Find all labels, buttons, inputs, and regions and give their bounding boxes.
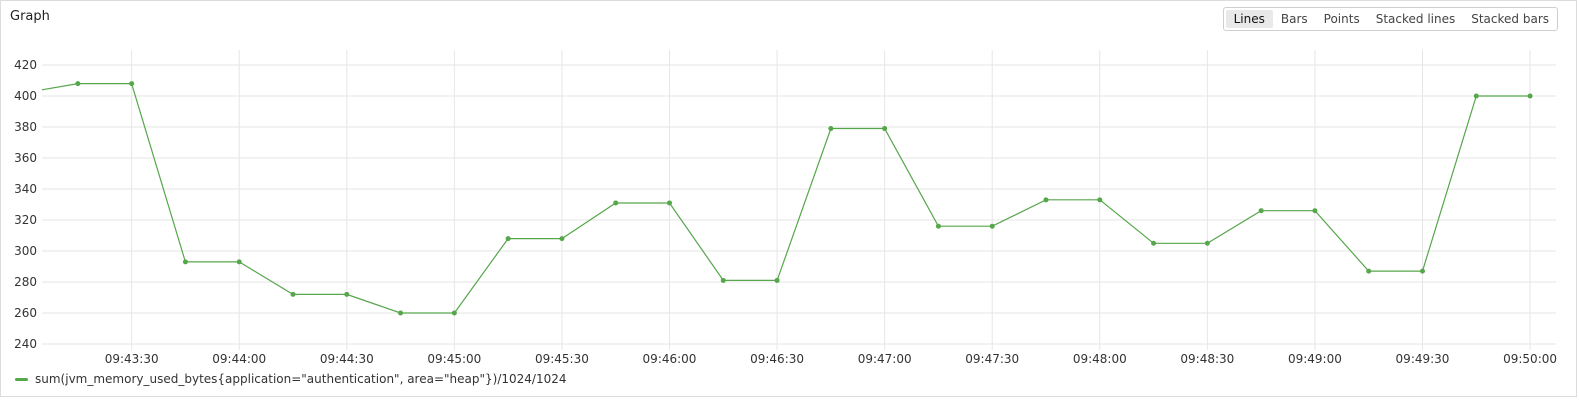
data-point[interactable]: [935, 223, 941, 229]
data-point[interactable]: [559, 236, 565, 242]
data-point[interactable]: [1151, 240, 1157, 246]
chart-mode-toggle: Lines Bars Points Stacked lines Stacked …: [1222, 7, 1558, 31]
data-point[interactable]: [129, 81, 135, 87]
mode-bars-button[interactable]: Bars: [1280, 12, 1308, 26]
y-tick-label: 340: [14, 182, 37, 196]
y-tick-label: 320: [14, 213, 37, 227]
data-point[interactable]: [451, 310, 457, 316]
x-tick-label: 09:45:00: [427, 352, 481, 366]
data-point[interactable]: [398, 310, 404, 316]
mode-lines-button[interactable]: Lines: [1225, 10, 1273, 28]
data-point[interactable]: [828, 126, 834, 132]
y-tick-label: 380: [14, 120, 37, 134]
data-point[interactable]: [613, 200, 619, 206]
x-tick-label: 09:43:30: [105, 352, 159, 366]
y-axis: 240 260 280 300 320 340 360 380 400 420: [14, 58, 37, 351]
x-tick-label: 09:49:30: [1396, 352, 1450, 366]
data-point[interactable]: [182, 259, 188, 265]
mode-points-button[interactable]: Points: [1323, 12, 1360, 26]
grid-lines: [42, 50, 1556, 350]
data-point[interactable]: [774, 277, 780, 283]
y-tick-label: 240: [14, 337, 37, 351]
x-tick-label: 09:45:30: [535, 352, 589, 366]
data-point[interactable]: [1473, 93, 1479, 99]
y-tick-label: 360: [14, 151, 37, 165]
x-axis: 09:43:30 09:44:00 09:44:30 09:45:00 09:45:30…: [105, 352, 1557, 366]
y-tick-label: 280: [14, 275, 37, 289]
series-line: [41, 82, 1531, 314]
data-point[interactable]: [720, 277, 726, 283]
mode-stacked-bars-button[interactable]: Stacked bars: [1471, 12, 1549, 26]
x-tick-label: 09:46:30: [750, 352, 804, 366]
x-tick-label: 09:47:30: [965, 352, 1019, 366]
legend-item[interactable]: sum(jvm_memory_used_bytes{application="a…: [15, 372, 567, 386]
data-point[interactable]: [1258, 208, 1264, 214]
x-tick-label: 09:44:30: [320, 352, 374, 366]
data-point[interactable]: [344, 291, 350, 297]
legend-swatch: [15, 377, 28, 381]
data-point[interactable]: [882, 126, 888, 132]
panel-title: Graph: [10, 9, 50, 24]
data-point[interactable]: [505, 236, 511, 242]
data-point[interactable]: [1366, 268, 1372, 274]
x-tick-label: 09:49:00: [1288, 352, 1342, 366]
x-tick-label: 09:48:00: [1073, 352, 1127, 366]
y-tick-label: 420: [14, 58, 37, 72]
legend-label: sum(jvm_memory_used_bytes{application="a…: [35, 372, 567, 386]
y-tick-label: 300: [14, 244, 37, 258]
y-tick-label: 260: [14, 306, 37, 320]
x-tick-label: 09:48:30: [1180, 352, 1234, 366]
data-point[interactable]: [989, 223, 995, 229]
data-point[interactable]: [1097, 197, 1103, 203]
x-tick-label: 09:44:00: [212, 352, 266, 366]
data-point[interactable]: [290, 291, 296, 297]
y-tick-label: 400: [14, 89, 37, 103]
data-point[interactable]: [1312, 208, 1318, 214]
data-point[interactable]: [1043, 197, 1049, 203]
data-point[interactable]: [1204, 240, 1210, 246]
x-tick-label: 09:47:00: [858, 352, 912, 366]
mode-stacked-lines-button[interactable]: Stacked lines: [1375, 12, 1456, 26]
data-point[interactable]: [1527, 93, 1533, 99]
x-tick-label: 09:50:00: [1503, 352, 1557, 366]
x-tick-label: 09:46:00: [643, 352, 697, 366]
series-layer: [41, 81, 1533, 316]
data-point[interactable]: [236, 259, 242, 265]
data-point[interactable]: [75, 81, 81, 87]
data-point[interactable]: [1420, 268, 1425, 274]
data-point[interactable]: [667, 200, 672, 206]
